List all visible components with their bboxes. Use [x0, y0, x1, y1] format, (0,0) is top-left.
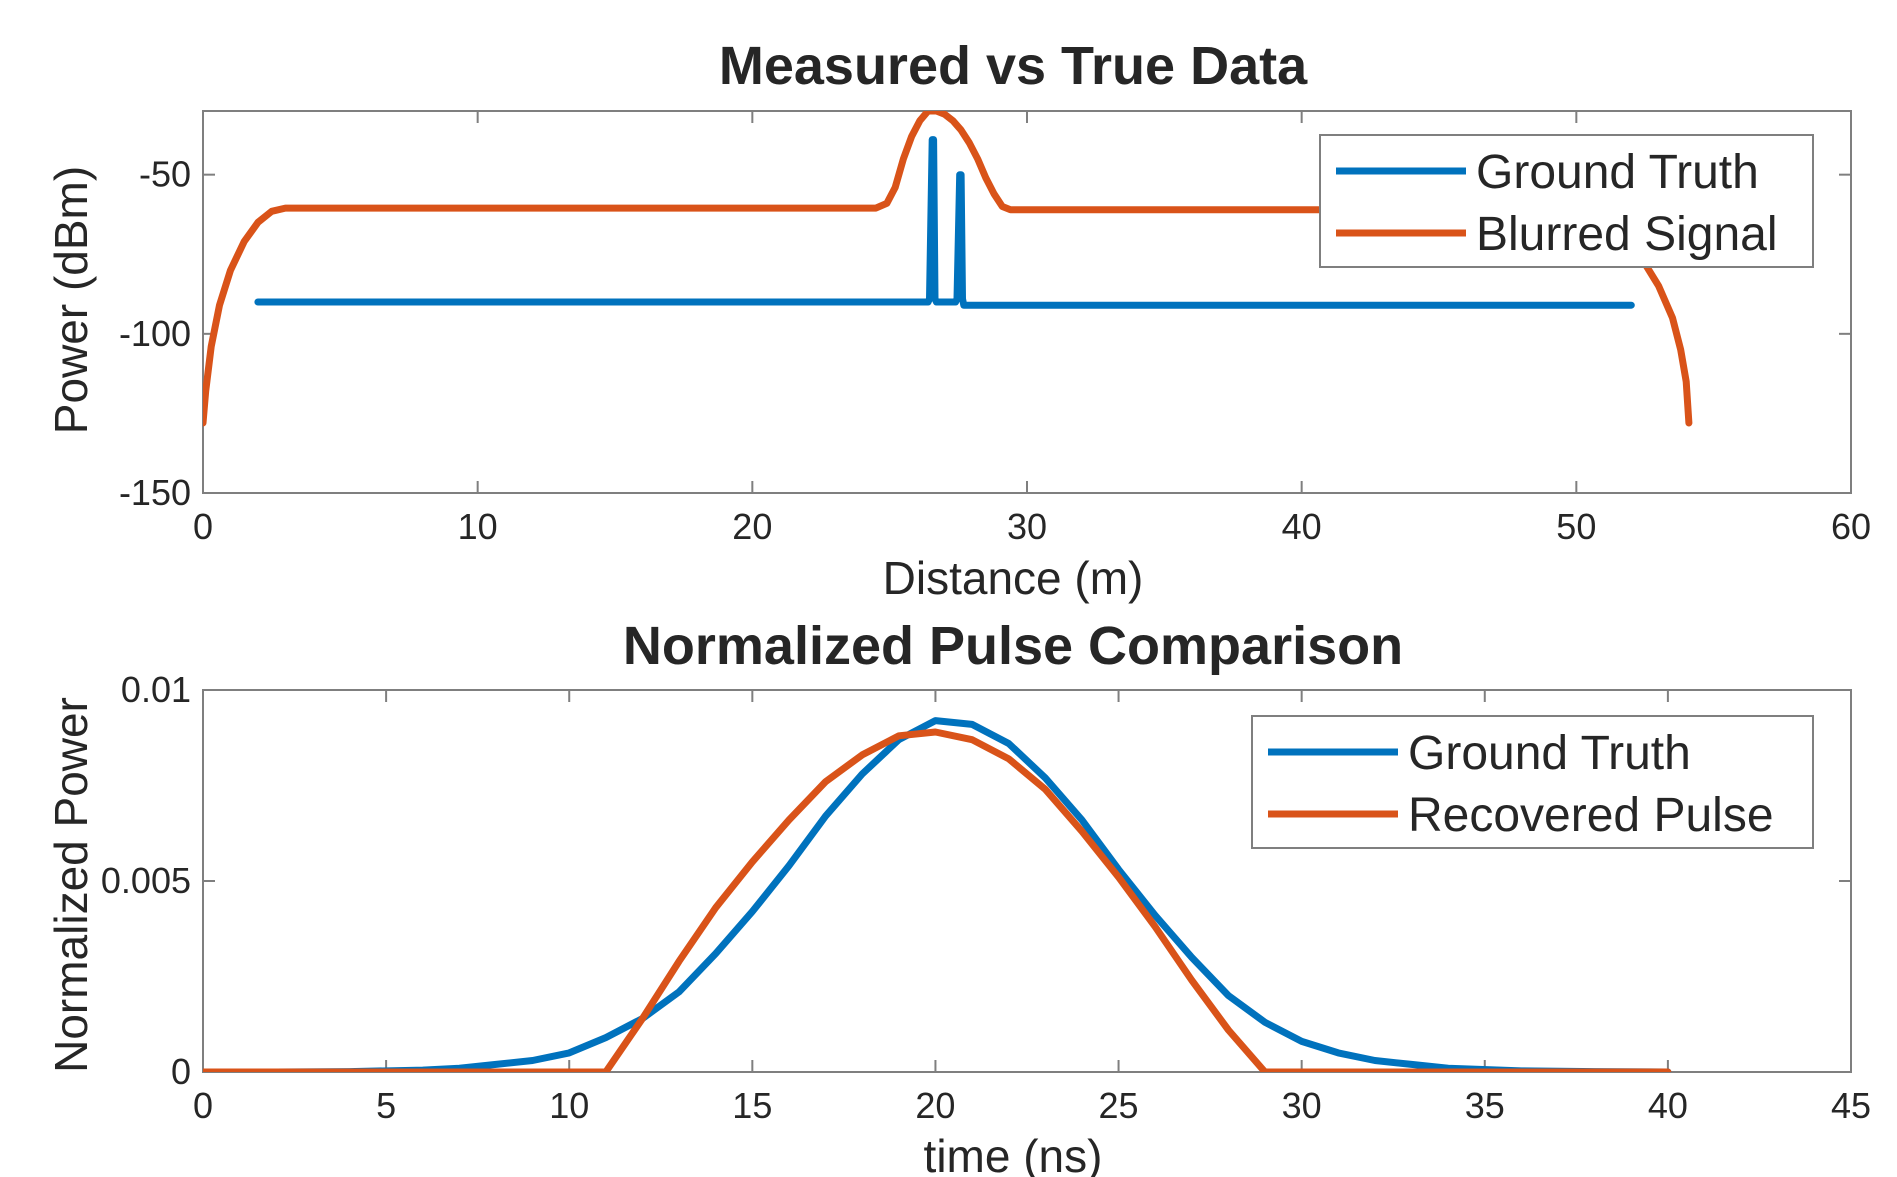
legend-label: Blurred Signal	[1476, 208, 1778, 261]
x-tick-label: 45	[1831, 1085, 1871, 1126]
chart-2-title: Normalized Pulse Comparison	[623, 616, 1403, 676]
legend-2: Ground Truth Recovered Pulse	[1251, 715, 1814, 849]
legend-1: Ground Truth Blurred Signal	[1319, 134, 1814, 268]
y-tick-label: -150	[119, 472, 191, 513]
legend-box	[1251, 715, 1814, 849]
x-tick-label: 10	[549, 1085, 589, 1126]
chart-2-xlabel: time (ns)	[924, 1130, 1103, 1177]
series-line-ground-truth	[203, 717, 1672, 1072]
x-tick-label: 40	[1282, 506, 1322, 547]
chart-1-xlabel: Distance (m)	[883, 552, 1144, 604]
legend-label: Recovered Pulse	[1408, 789, 1774, 842]
x-tick-label: 0	[193, 1085, 213, 1126]
y-tick-label: -50	[139, 154, 191, 195]
x-tick-label: 25	[1099, 1085, 1139, 1126]
y-tick-label: 0.01	[121, 669, 191, 710]
chart-2-ylabel: Normalized Power	[45, 697, 97, 1073]
series-line-ground-truth	[254, 136, 1635, 309]
x-tick-label: 30	[1007, 506, 1047, 547]
series-line-recovered-pulse	[203, 728, 1672, 1072]
chart-1-title: Measured vs True Data	[719, 36, 1308, 96]
y-tick-label: 0.005	[101, 860, 191, 901]
x-tick-label: 30	[1282, 1085, 1322, 1126]
legend-label: Ground Truth	[1408, 727, 1691, 780]
x-tick-label: 40	[1648, 1085, 1688, 1126]
x-tick-label: 15	[732, 1085, 772, 1126]
x-tick-label: 20	[915, 1085, 955, 1126]
chart-normalized-pulse: Normalized Pulse Comparison 0 5 10 15 20 25 30…	[45, 616, 1871, 1177]
x-tick-label: 60	[1831, 506, 1871, 547]
x-tick-label: 10	[458, 506, 498, 547]
x-tick-label: 0	[193, 506, 213, 547]
y-tick-label: -100	[119, 313, 191, 354]
chart-measured-vs-true: Measured vs True Data 0 10 20 30 40 50 60 -150 -…	[45, 36, 1871, 604]
legend-label: Ground Truth	[1476, 146, 1759, 199]
y-tick-label: 0	[171, 1051, 191, 1092]
x-tick-label: 50	[1556, 506, 1596, 547]
x-tick-label: 5	[376, 1085, 396, 1126]
chart-1-ylabel: Power (dBm)	[45, 166, 97, 434]
x-tick-label: 20	[732, 506, 772, 547]
legend-box	[1319, 134, 1814, 268]
x-tick-label: 35	[1465, 1085, 1505, 1126]
